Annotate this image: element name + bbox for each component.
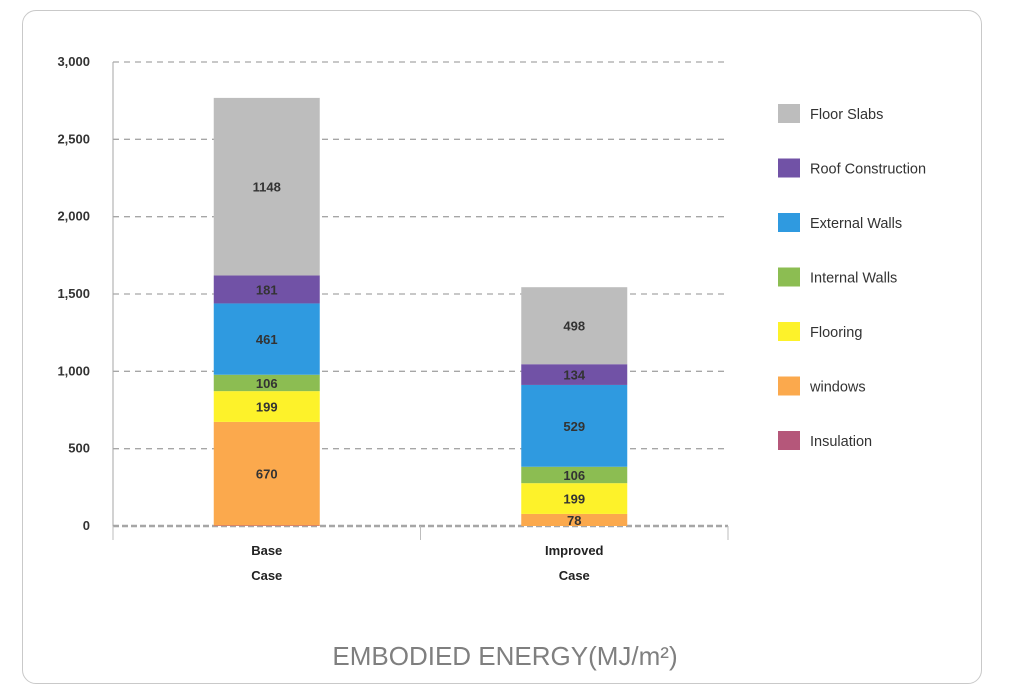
data-label: 199: [563, 492, 585, 507]
bar-segment: [521, 513, 628, 526]
bar-segment: [521, 287, 628, 365]
data-label: 199: [256, 400, 278, 415]
legend-label: Insulation: [810, 434, 872, 450]
x-axis: Base Case Improved Case: [112, 524, 729, 583]
y-tick-label: 0: [83, 518, 90, 533]
data-label: 78: [567, 513, 581, 528]
legend-swatch: [778, 213, 800, 232]
data-label: 461: [256, 332, 278, 347]
bar-segment: [521, 364, 628, 385]
bar-segment: [521, 466, 628, 484]
chart-title: EMBODIED ENERGY(MJ/m²): [332, 641, 677, 671]
legend-label: Internal Walls: [810, 271, 897, 287]
grid-lines: [113, 61, 728, 450]
data-label: 134: [563, 368, 585, 383]
data-label: 498: [563, 319, 585, 334]
bar-segment: [213, 275, 320, 304]
data-label: 106: [563, 468, 585, 483]
legend-swatch: [778, 322, 800, 341]
legend: Floor Slabs Roof Construction External Wal…: [778, 104, 926, 450]
x-tick-label: Case: [559, 568, 590, 583]
bar-segment: [521, 384, 628, 467]
data-label: 529: [563, 419, 585, 434]
y-tick-label: 1,000: [57, 363, 90, 378]
chart-frame: [22, 10, 982, 684]
x-tick-label: Improved: [545, 543, 604, 558]
y-tick-label: 3,000: [57, 54, 90, 69]
legend-swatch: [778, 431, 800, 450]
y-tick-label: 1,500: [57, 286, 90, 301]
legend-label: Floor Slabs: [810, 107, 883, 123]
legend-label: Flooring: [810, 325, 862, 341]
data-label: 670: [256, 467, 278, 482]
y-tick-label: 2,500: [57, 131, 90, 146]
bar-segment: [521, 483, 628, 514]
legend-label: External Walls: [810, 216, 902, 232]
bar-segment: [213, 421, 320, 526]
data-label: 1148: [253, 180, 281, 195]
bar-segment: [213, 97, 320, 276]
legend-swatch: [778, 376, 800, 396]
x-tick-label: Base: [251, 543, 282, 558]
data-label: 181: [256, 282, 278, 297]
legend-label: Roof Construction: [810, 162, 926, 178]
y-tick-label: 500: [68, 441, 90, 456]
legend-swatch: [778, 104, 800, 123]
bar-segment: [213, 303, 320, 375]
bar-segment: [213, 374, 320, 392]
data-label: 106: [256, 376, 278, 391]
legend-swatch: [778, 158, 800, 178]
bar-segment: [213, 391, 320, 422]
bars: 3670199106461181114878199106529134498: [213, 97, 628, 528]
y-tick-label: 2,000: [57, 209, 90, 224]
y-axis: 0 500 1,000 1,500 2,000 2,500 3,000: [57, 54, 114, 533]
legend-label: windows: [809, 380, 866, 396]
legend-swatch: [778, 267, 800, 287]
x-tick-label: Case: [251, 568, 282, 583]
